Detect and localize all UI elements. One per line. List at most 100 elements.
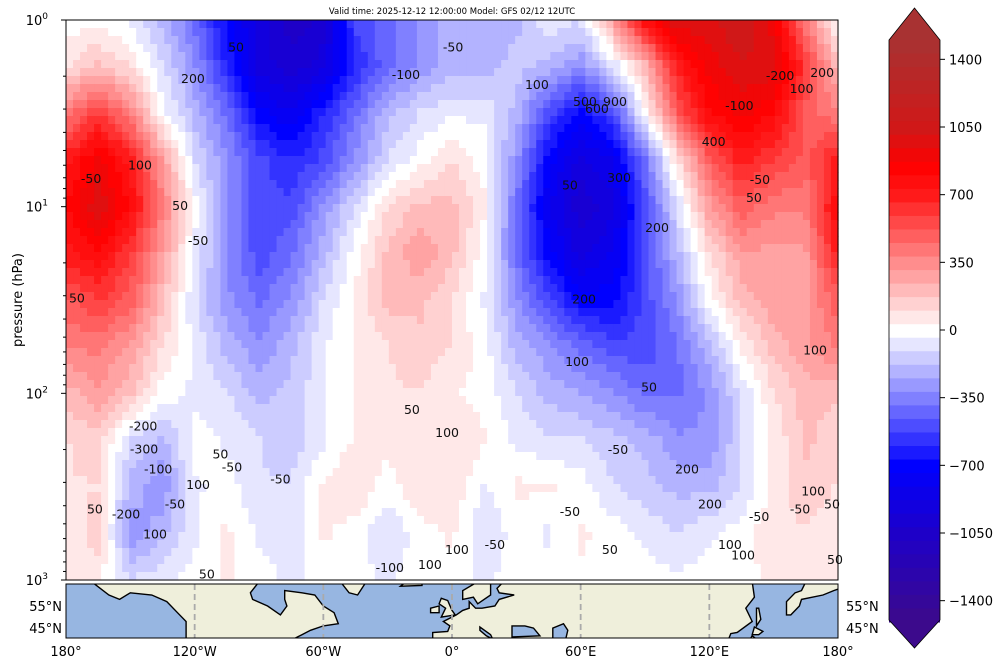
heatmap-cell: [227, 220, 236, 229]
heatmap-cell: [662, 156, 671, 165]
heatmap-cell: [550, 52, 558, 61]
heatmap-cell: [276, 244, 285, 253]
heatmap-cell: [816, 52, 825, 61]
heatmap-cell: [571, 172, 579, 181]
heatmap-cell: [501, 188, 509, 197]
heatmap-cell: [480, 28, 488, 37]
heatmap-cell: [711, 92, 720, 101]
heatmap-cell: [550, 28, 558, 37]
heatmap-cell: [592, 204, 600, 213]
heatmap-cell: [571, 212, 579, 221]
heatmap-cell: [199, 156, 207, 165]
heatmap-cell: [725, 196, 734, 205]
heatmap-cell: [255, 148, 264, 157]
heatmap-cell: [192, 52, 200, 61]
heatmap-cell: [304, 116, 313, 125]
heatmap-cell: [409, 340, 418, 349]
heatmap-cell: [220, 188, 229, 197]
heatmap-cell: [248, 332, 257, 341]
heatmap-cell: [129, 108, 137, 117]
heatmap-cell: [136, 100, 144, 109]
heatmap-cell: [599, 372, 607, 381]
heatmap-cell: [171, 332, 179, 341]
heatmap-cell: [136, 156, 144, 165]
heatmap-cell: [129, 132, 137, 141]
heatmap-cell: [283, 276, 292, 285]
heatmap-cell: [360, 180, 369, 189]
heatmap-cell: [613, 196, 622, 205]
heatmap-cell: [613, 324, 622, 333]
heatmap-cell: [101, 308, 109, 317]
heatmap-cell: [388, 236, 397, 245]
heatmap-cell: [606, 44, 615, 53]
heatmap-cell: [620, 188, 629, 197]
heatmap-cell: [178, 100, 186, 109]
heatmap-cell: [718, 76, 727, 85]
heatmap-cell: [571, 284, 579, 293]
heatmap-cell: [143, 348, 151, 357]
heatmap-cell: [325, 20, 334, 29]
heatmap-cell: [697, 268, 706, 277]
heatmap-cell: [704, 116, 713, 125]
heatmap-cell: [809, 276, 818, 285]
heatmap-cell: [648, 324, 657, 333]
heatmap-cell: [578, 68, 586, 77]
heatmap-cell: [157, 188, 165, 197]
heatmap-cell: [627, 348, 636, 357]
heatmap-cell: [732, 348, 741, 357]
heatmap-cell: [501, 252, 509, 261]
heatmap-cell: [641, 276, 650, 285]
heatmap-cell: [402, 244, 411, 253]
heatmap-cell: [115, 164, 123, 173]
heatmap-cell: [536, 52, 544, 61]
heatmap-cell: [430, 116, 439, 125]
heatmap-cell: [150, 36, 158, 45]
heatmap-cell: [592, 124, 600, 133]
heatmap-cell: [185, 228, 193, 237]
heatmap-cell: [543, 308, 551, 317]
heatmap-cell: [108, 260, 116, 269]
heatmap-cell: [101, 236, 109, 245]
heatmap-cell: [367, 364, 376, 373]
heatmap-cell: [781, 236, 790, 245]
heatmap-cell: [634, 124, 643, 133]
heatmap-cell: [676, 204, 685, 213]
heatmap-cell: [557, 20, 565, 29]
heatmap-cell: [248, 92, 257, 101]
heatmap-cell: [767, 124, 776, 133]
heatmap-cell: [718, 244, 727, 253]
heatmap-cell: [185, 188, 193, 197]
heatmap-cell: [697, 308, 706, 317]
heatmap-cell: [767, 68, 776, 77]
heatmap-cell: [641, 244, 650, 253]
heatmap-cell: [466, 244, 474, 253]
heatmap-cell: [613, 60, 622, 69]
heatmap-cell: [241, 292, 250, 301]
heatmap-cell: [360, 196, 369, 205]
heatmap-cell: [262, 100, 271, 109]
heatmap-cell: [80, 108, 88, 117]
heatmap-cell: [94, 148, 102, 157]
heatmap-cell: [543, 84, 551, 93]
heatmap-cell: [129, 124, 137, 133]
heatmap-cell: [767, 44, 776, 53]
heatmap-cell: [480, 292, 488, 301]
heatmap-cell: [157, 108, 165, 117]
heatmap-cell: [494, 212, 502, 221]
heatmap-cell: [529, 68, 537, 77]
heatmap-cell: [325, 356, 334, 365]
heatmap-cell: [795, 140, 804, 149]
heatmap-cell: [423, 76, 432, 85]
heatmap-cell: [388, 100, 397, 109]
heatmap-cell: [227, 332, 236, 341]
heatmap-cell: [234, 292, 243, 301]
heatmap-cell: [66, 276, 74, 285]
heatmap-cell: [220, 316, 229, 325]
heatmap-cell: [613, 188, 622, 197]
heatmap-cell: [830, 44, 839, 53]
heatmap-cell: [536, 124, 544, 133]
heatmap-cell: [704, 228, 713, 237]
heatmap-cell: [536, 164, 544, 173]
heatmap-cell: [346, 340, 355, 349]
heatmap-cell: [73, 228, 81, 237]
